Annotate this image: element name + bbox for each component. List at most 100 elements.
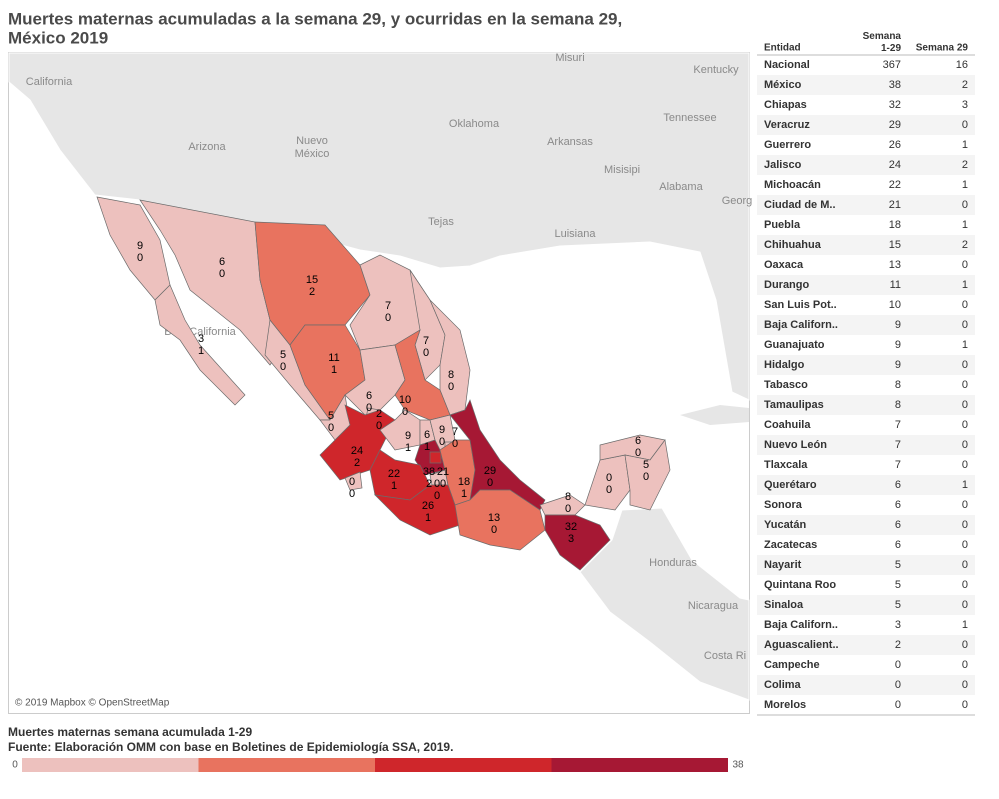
place-label: Misuri (555, 52, 584, 64)
place-label: Nicaragua (688, 600, 739, 612)
row-band (757, 315, 975, 335)
accumulated: 26 (889, 139, 901, 151)
row-band (757, 515, 975, 535)
accumulated: 367 (883, 59, 901, 71)
week: 0 (962, 579, 968, 591)
state-accumulated: 15 (306, 274, 318, 286)
week: 1 (962, 279, 968, 291)
week: 1 (962, 339, 968, 351)
week: 1 (962, 479, 968, 491)
entity: Ciudad de M.. (764, 199, 836, 211)
row-band (757, 75, 975, 95)
state-week: 0 (385, 312, 391, 324)
state-week: 2 (354, 457, 360, 469)
entity: Aguascalient.. (764, 639, 839, 651)
week: 2 (962, 79, 968, 91)
state-accumulated: 13 (488, 512, 500, 524)
place-label: Arkansas (547, 136, 593, 148)
accumulated: 38 (889, 79, 901, 91)
state-week: 0 (448, 381, 454, 393)
week: 0 (962, 599, 968, 611)
week: 0 (962, 699, 968, 711)
entity: Guerrero (764, 139, 811, 151)
week: 0 (962, 199, 968, 211)
state-week: 0 (219, 268, 225, 280)
week: 3 (962, 99, 968, 111)
legend-max: 38 (732, 760, 744, 771)
attribution: © 2019 Mapbox © OpenStreetMap (15, 698, 170, 709)
accumulated: 0 (895, 679, 901, 691)
legend-source: Fuente: Elaboración OMM con base en Bole… (8, 740, 453, 754)
state-accumulated: 2 (376, 408, 382, 420)
accumulated: 29 (889, 119, 901, 131)
entity: Quintana Roo (764, 579, 836, 591)
accumulated: 8 (895, 399, 901, 411)
state-week: 0 (635, 447, 641, 459)
state-week: 0 (440, 478, 446, 490)
accumulated: 2 (895, 639, 901, 651)
place-label: Costa Ri (704, 650, 746, 662)
entity: Jalisco (764, 159, 802, 171)
entity: Guanajuato (764, 339, 825, 351)
state-week: 0 (366, 402, 372, 414)
accumulated: 10 (889, 299, 901, 311)
state-week: 2 (426, 478, 432, 490)
accumulated: 22 (889, 179, 901, 191)
state-accumulated: 7 (423, 335, 429, 347)
accumulated: 21 (889, 199, 901, 211)
week: 1 (962, 219, 968, 231)
state-accumulated: 6 (366, 390, 372, 402)
entity: Sonora (764, 499, 803, 511)
accumulated: 9 (895, 339, 901, 351)
entity: Zacatecas (764, 539, 817, 551)
title: México 2019 (8, 28, 108, 47)
state-week: 0 (606, 484, 612, 496)
entity: Hidalgo (764, 359, 805, 371)
state-accumulated: 9 (405, 430, 411, 442)
state (624, 439, 671, 511)
place-label: Oklahoma (449, 118, 500, 130)
legend-step (22, 758, 199, 772)
week: 16 (956, 59, 968, 71)
legend-title: Muertes maternas semana acumulada 1-29 (8, 725, 252, 739)
week: 0 (962, 679, 968, 691)
entity: Yucatán (764, 519, 806, 531)
state-week: 0 (280, 361, 286, 373)
state-accumulated: 7 (452, 426, 458, 438)
week: 0 (962, 119, 968, 131)
entity: Campeche (764, 659, 820, 671)
legend: Muertes maternas semana acumulada 1-29Fu… (8, 725, 744, 772)
state-accumulated: 21 (437, 466, 449, 478)
state-accumulated: 24 (351, 445, 363, 457)
entity: San Luis Pot.. (764, 299, 837, 311)
accumulated: 6 (895, 479, 901, 491)
state-week: 0 (487, 477, 493, 489)
week: 0 (962, 639, 968, 651)
state-week: 0 (328, 422, 334, 434)
state-week: 0 (452, 438, 458, 450)
state-accumulated: 0 (349, 476, 355, 488)
week: 0 (962, 359, 968, 371)
accumulated: 7 (895, 439, 901, 451)
state-week: 1 (198, 345, 204, 357)
entity: Tlaxcala (764, 459, 808, 471)
place-label: Alabama (659, 181, 703, 193)
accumulated: 32 (889, 99, 901, 111)
entity: Querétaro (764, 479, 817, 491)
week: 0 (962, 659, 968, 671)
state-accumulated: 5 (643, 459, 649, 471)
legend-step (198, 758, 375, 772)
accumulated: 5 (895, 579, 901, 591)
place-label: Nuevo (296, 135, 328, 147)
accumulated: 7 (895, 419, 901, 431)
accumulated: 0 (895, 699, 901, 711)
entity: Nacional (764, 59, 810, 71)
row-band (757, 475, 975, 495)
legend-step (551, 758, 728, 772)
entity: Baja Californ.. (764, 619, 838, 631)
state-accumulated: 3 (198, 333, 204, 345)
land (579, 507, 750, 701)
state-week: 0 (423, 347, 429, 359)
column-header: Semana 29 (916, 43, 969, 54)
